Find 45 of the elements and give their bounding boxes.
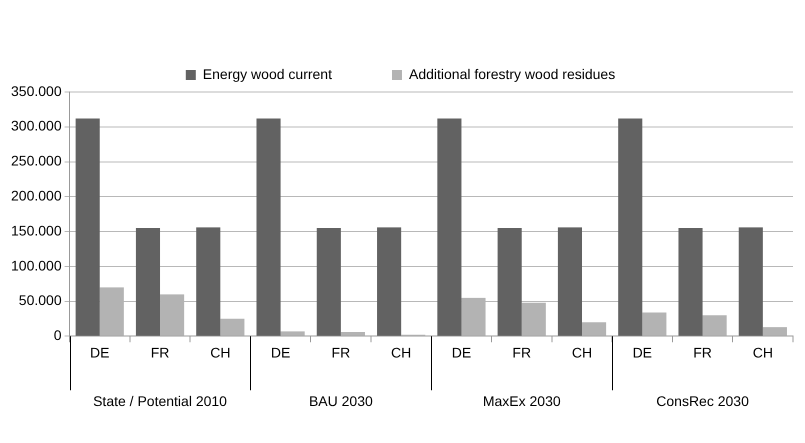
x-tick-label: CH xyxy=(572,344,592,360)
bar xyxy=(558,227,582,336)
bar xyxy=(738,227,763,336)
x-tick-label: CH xyxy=(752,344,773,360)
x-tick-label: DE xyxy=(632,344,652,360)
x-tick-label: FR xyxy=(332,344,350,360)
bar xyxy=(582,322,606,336)
bar xyxy=(136,228,160,336)
text: MaxEx 2030 xyxy=(482,393,561,410)
y-tick-label: 300.000 xyxy=(10,118,62,134)
bar xyxy=(678,228,703,336)
bar xyxy=(618,118,642,336)
bar xyxy=(340,332,365,336)
bar xyxy=(316,228,341,336)
bar xyxy=(256,118,281,336)
x-tick-label: DE xyxy=(270,344,290,360)
x-tick-label: FR xyxy=(512,344,532,360)
legend-label: Energy wood current xyxy=(202,66,332,82)
bar xyxy=(437,118,462,336)
y-tick-label: 200.000 xyxy=(10,188,62,204)
text: State / Potential 2010 xyxy=(93,393,228,410)
x-tick-label: CH xyxy=(391,344,412,360)
bar xyxy=(220,318,244,336)
bar xyxy=(702,315,727,336)
y-tick-label: 50.000 xyxy=(18,292,62,308)
bar xyxy=(196,227,220,336)
y-tick-label: 150.000 xyxy=(10,222,62,238)
x-tick-label: DE xyxy=(90,344,110,360)
legend-label: Additional forestry wood residues xyxy=(408,66,616,82)
x-tick-label: FR xyxy=(693,344,712,360)
x-tick-label: FR xyxy=(150,344,170,360)
x-tick-label: CH xyxy=(210,344,230,360)
bar xyxy=(642,312,666,336)
y-tick-label: 100.000 xyxy=(10,257,62,274)
bar xyxy=(762,327,787,336)
y-tick-label: 350.000 xyxy=(10,82,62,99)
text: BAU 2030 xyxy=(308,393,373,410)
bar xyxy=(280,331,305,336)
bar xyxy=(377,227,402,336)
text: ConsRec 2030 xyxy=(656,393,750,410)
y-tick-label: 250.000 xyxy=(10,152,62,169)
bar xyxy=(76,118,100,336)
y-tick-label: 0 xyxy=(54,327,62,344)
bar xyxy=(498,228,522,336)
x-tick-label: DE xyxy=(452,344,472,360)
